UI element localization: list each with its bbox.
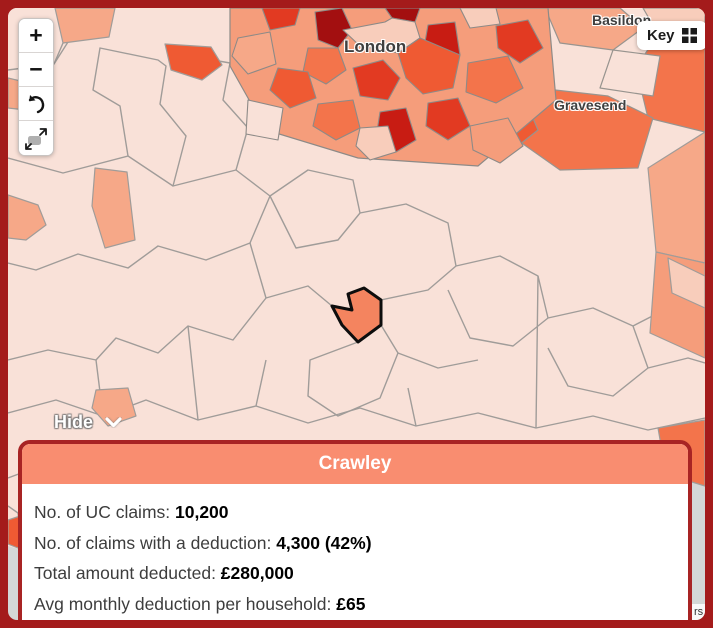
chevron-down-icon [105, 417, 122, 428]
stat-claims-with-deduction: No. of claims with a deduction: 4,300 (4… [34, 528, 676, 559]
key-grid-icon [681, 28, 697, 43]
hide-toggle-label: Hide [54, 412, 94, 432]
selected-region-crawley[interactable] [330, 286, 383, 344]
stat-uc-claims: No. of UC claims: 10,200 [34, 497, 676, 528]
stat-value: £65 [336, 593, 366, 614]
stat-value: £280,000 [220, 563, 294, 583]
zoom-out-button[interactable]: − [19, 53, 53, 87]
map-zoom-control: + − [18, 18, 54, 156]
stat-value: 10,200 [175, 502, 229, 522]
stat-total-deducted: Total amount deducted: £280,000 [34, 558, 676, 589]
hide-panel-toggle[interactable]: Hide [54, 412, 122, 433]
region-title: Crawley [318, 453, 392, 474]
map-attribution-fragment[interactable]: rs [691, 604, 705, 620]
info-panel-header: Crawley [22, 444, 688, 484]
resize-extent-button[interactable] [19, 121, 53, 155]
stat-label: Avg monthly deduction per household: [34, 593, 337, 614]
choropleth-map[interactable]: London Basildon Gravesend + − [8, 8, 705, 620]
info-panel-body: No. of UC claims: 10,200 No. of claims w… [22, 484, 688, 620]
undo-button[interactable] [19, 87, 53, 121]
stat-value: 4,300 (42%) [276, 532, 372, 553]
resize-extent-icon [25, 128, 47, 150]
undo-arrow-icon [28, 94, 45, 113]
region-info-panel: Crawley No. of UC claims: 10,200 No. of … [18, 440, 692, 620]
zoom-in-button[interactable]: + [19, 19, 53, 53]
stat-label: No. of claims with a deduction: [34, 532, 277, 553]
key-button-label: Key [647, 27, 675, 44]
stat-avg-monthly-deduction: Avg monthly deduction per household: £65 [34, 589, 676, 620]
key-button[interactable]: Key [637, 21, 705, 50]
stat-label: No. of UC claims: [34, 502, 175, 522]
stat-label: Total amount deducted: [34, 563, 221, 583]
map-polygons[interactable] [8, 8, 705, 620]
